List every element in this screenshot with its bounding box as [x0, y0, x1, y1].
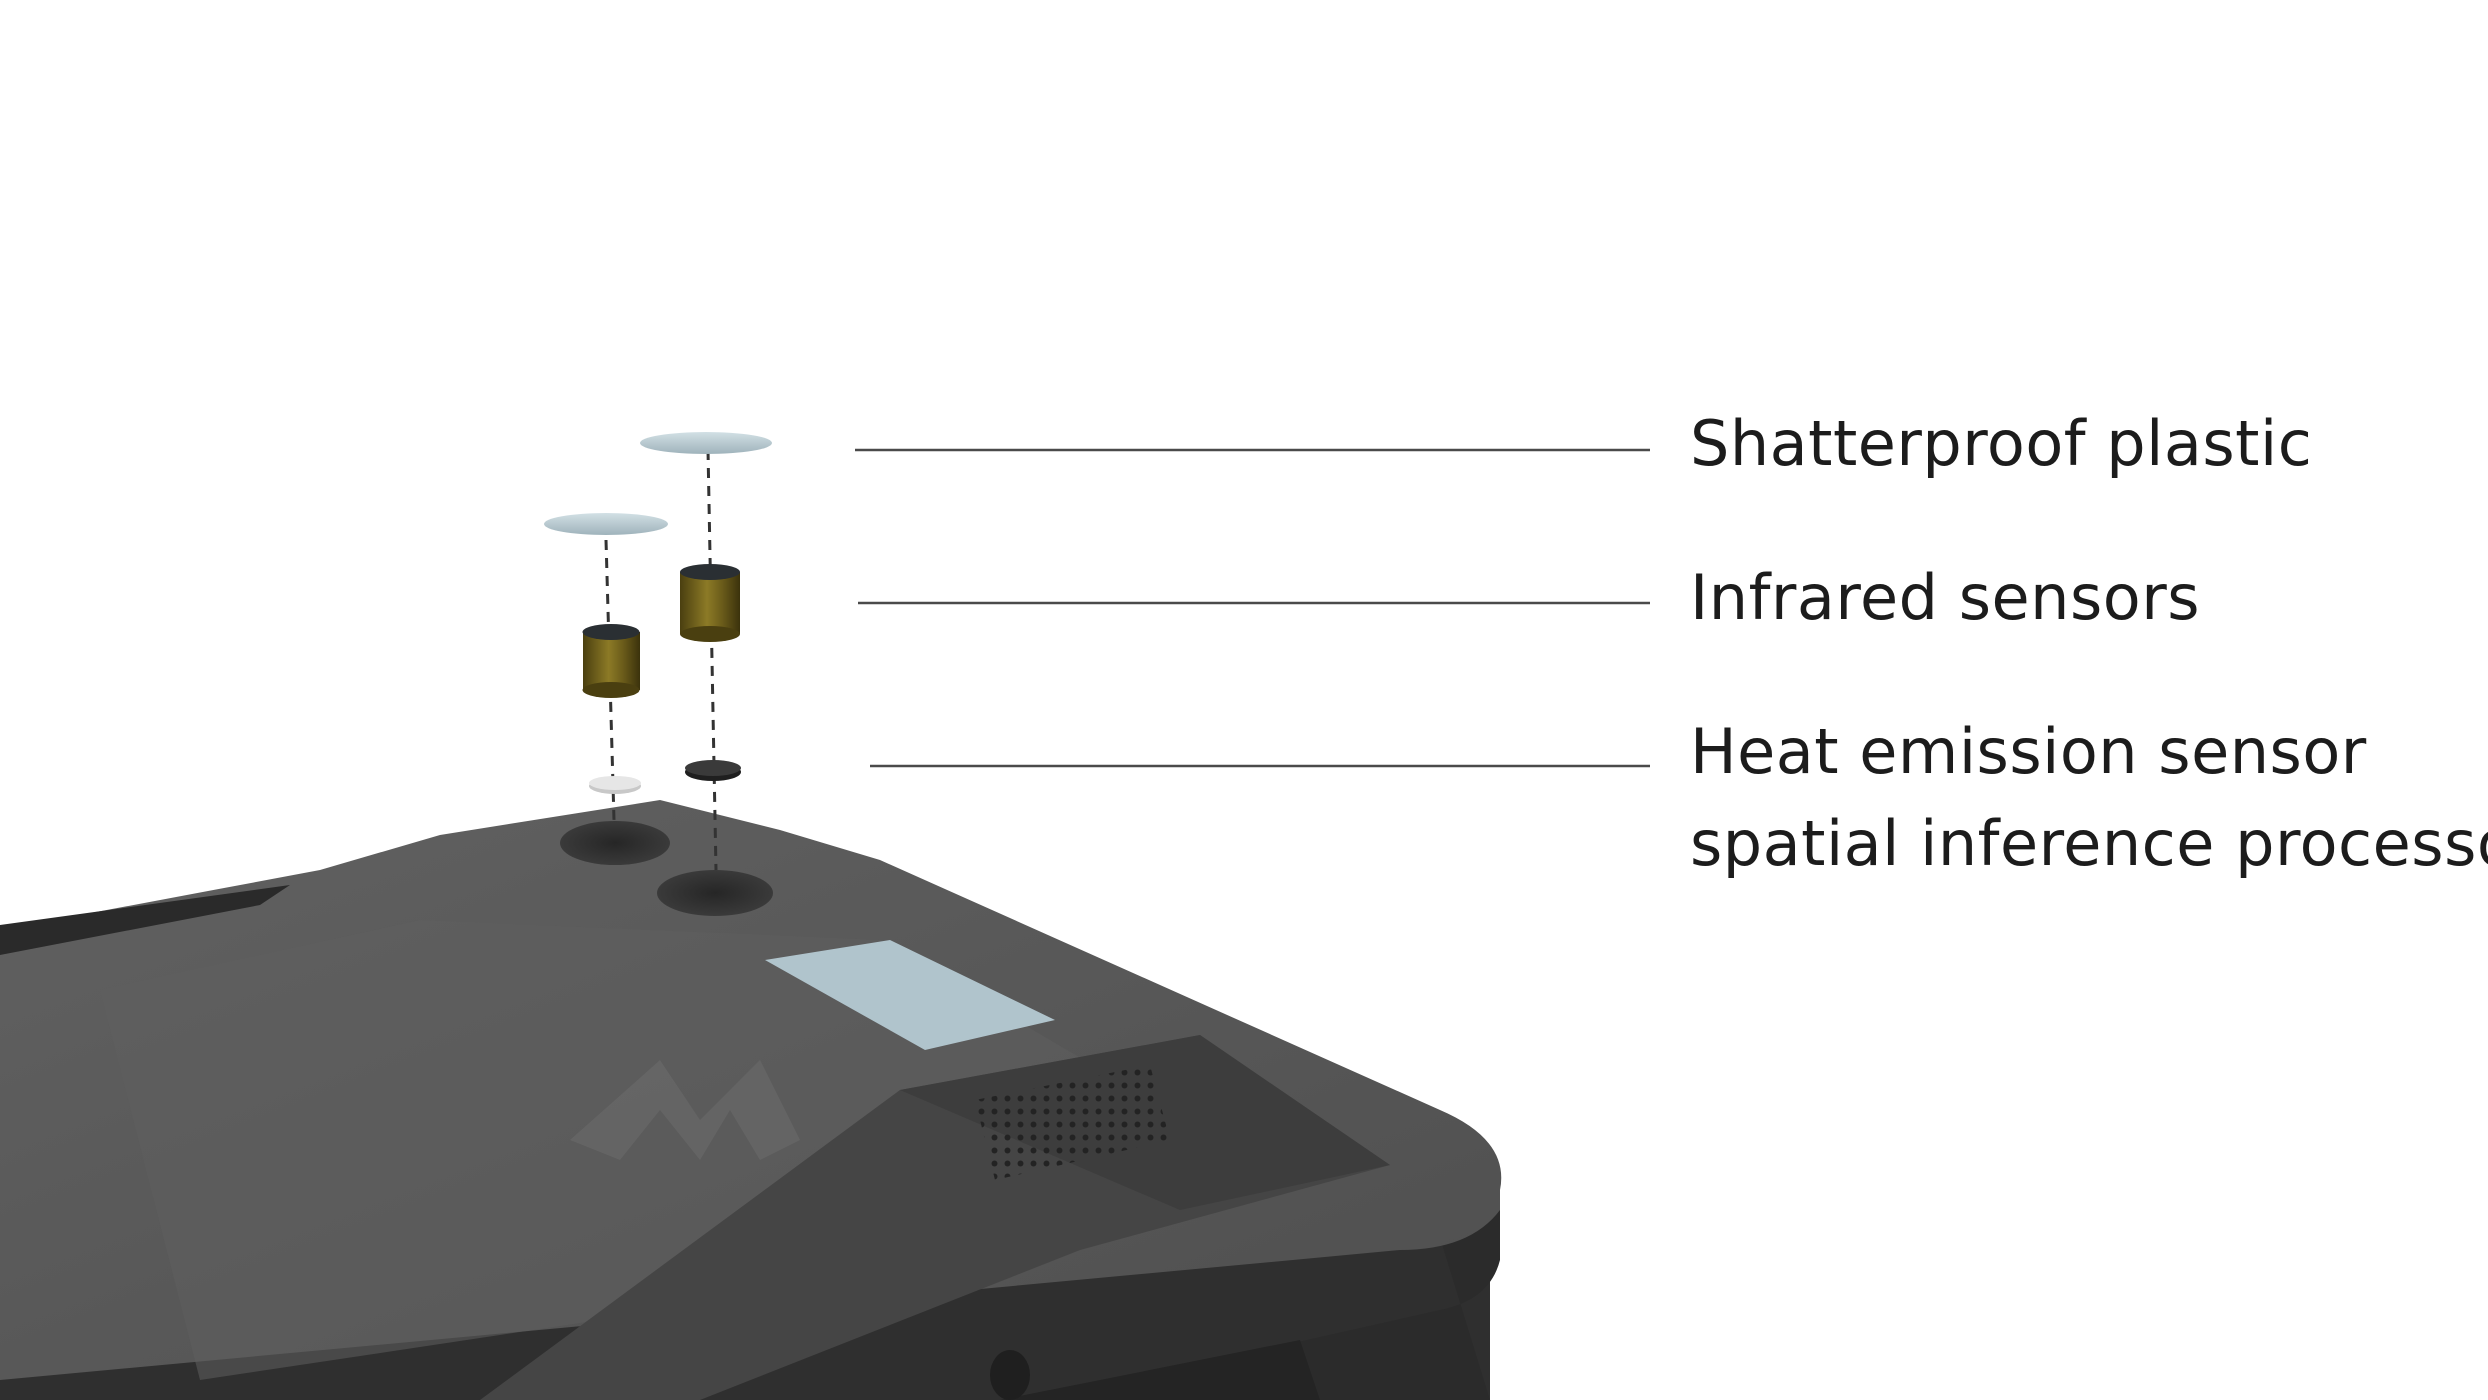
device-base-slab [1000, 1340, 1320, 1400]
display-window [765, 940, 1055, 1050]
exploded-components [544, 432, 772, 871]
label-shatterproof-plastic: Shatterproof plastic [1690, 407, 2313, 480]
infrared-sensor-right [680, 564, 740, 642]
speaker-grille [975, 1065, 1170, 1180]
device-right-edge [1040, 1140, 1500, 1400]
lens-disc-left [544, 513, 668, 535]
sensor-hole-left [560, 821, 670, 865]
label-heat-emission-sensor: Heat emission sensor spatial inference p… [1690, 706, 2488, 890]
device-left-slot [0, 885, 290, 955]
lens-disc-right [640, 432, 772, 454]
guide-line-right [706, 449, 718, 871]
infrared-sensor-left [582, 624, 640, 698]
leader-lines [855, 448, 1650, 768]
sensor-hole-right [657, 870, 773, 916]
device-body [0, 800, 1502, 1400]
label-heat-line-2: spatial inference processor [1690, 807, 2488, 880]
heat-sensor-disc-left [589, 776, 641, 794]
label-infrared-sensors: Infrared sensors [1690, 561, 2200, 634]
label-heat-line-1: Heat emission sensor [1690, 715, 2367, 788]
cable-port [990, 1350, 1030, 1400]
device-emboss-logo [570, 1060, 800, 1160]
heat-sensor-disc-right [685, 760, 741, 781]
